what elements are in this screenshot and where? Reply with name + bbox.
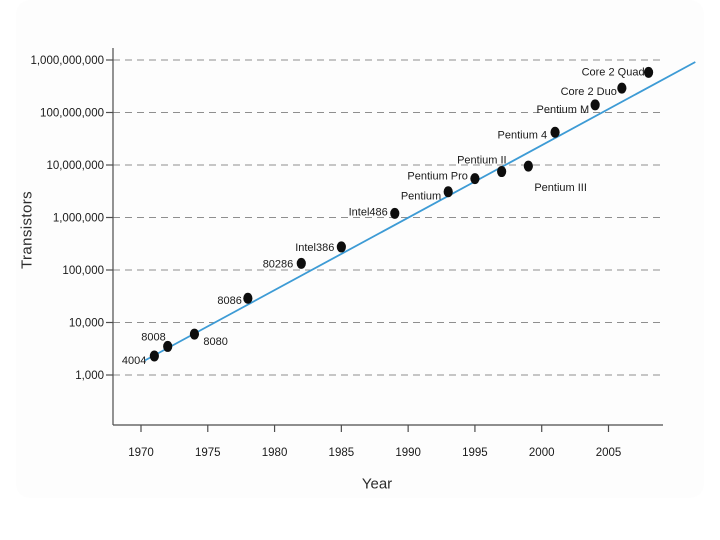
y-axis-title: Transistors	[18, 190, 36, 270]
trend-line	[144, 61, 696, 362]
data-point	[643, 66, 654, 78]
y-tick-label: 100,000	[62, 265, 104, 277]
data-point-label: 4004	[122, 355, 146, 367]
data-point-label: Pentium III	[534, 182, 587, 194]
data-point-label: Pentium M	[537, 104, 590, 116]
data-point	[590, 99, 600, 111]
data-point	[243, 292, 253, 304]
data-point	[497, 166, 507, 178]
data-point-label: 80286	[263, 258, 294, 270]
y-tick-label: 1,000	[75, 370, 104, 382]
x-tick-label: 1985	[329, 447, 355, 459]
data-point	[149, 350, 159, 362]
y-tick-label: 10,000	[69, 318, 104, 330]
data-point	[336, 241, 346, 253]
y-tick-label: 1,000,000,000	[30, 55, 104, 67]
data-point	[443, 186, 453, 198]
x-tick-label: 1990	[395, 447, 421, 459]
data-point	[390, 207, 400, 219]
y-tick-label: 100,000,000	[40, 108, 104, 120]
data-point	[550, 126, 560, 138]
data-point-label: Intel486	[349, 206, 388, 218]
x-axis-title: Year	[361, 475, 393, 493]
data-point-label: Pentium II	[457, 155, 507, 167]
y-tick-label: 1,000,000	[53, 213, 104, 225]
x-tick-label: 1995	[462, 447, 488, 459]
data-point-label: Pentium 4	[498, 129, 548, 141]
data-point-label: 8008	[141, 331, 165, 343]
chart-card	[16, 0, 704, 498]
x-tick-label: 2005	[596, 447, 622, 459]
data-point	[296, 257, 306, 269]
y-tick-label: 10,000,000	[46, 160, 104, 172]
x-tick-label: 1970	[128, 447, 154, 459]
data-point-label: 8086	[217, 295, 241, 307]
data-point-label: Core 2 Quad	[582, 66, 645, 78]
data-point-label: 8080	[203, 336, 227, 348]
data-point-label: Pentium Pro	[407, 171, 468, 183]
data-point-label: Pentium	[401, 191, 441, 203]
data-point	[163, 340, 173, 352]
data-point	[470, 173, 480, 185]
data-point-label: Intel386	[295, 242, 334, 254]
data-point-label: Core 2 Duo	[561, 86, 617, 98]
x-tick-label: 2000	[529, 447, 555, 459]
data-point	[523, 160, 533, 172]
x-tick-label: 1975	[195, 447, 221, 459]
data-point	[617, 82, 627, 94]
x-tick-label: 1980	[262, 447, 288, 459]
data-point	[189, 328, 200, 340]
